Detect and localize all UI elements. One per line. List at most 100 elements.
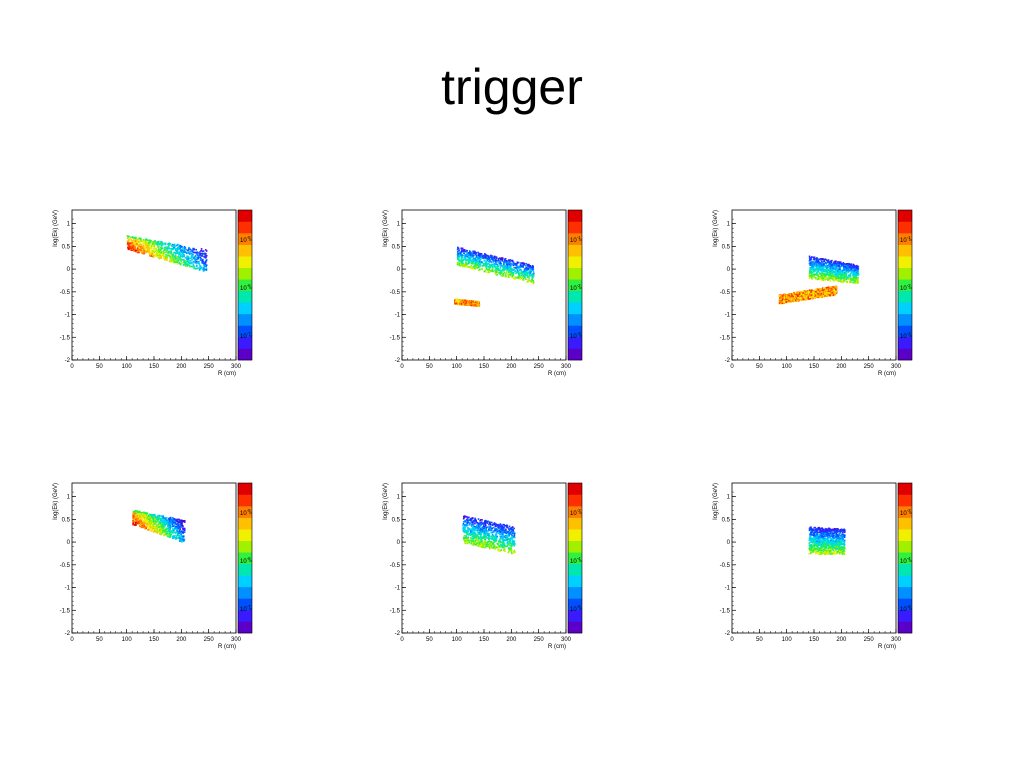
heatmap-cell <box>497 261 500 263</box>
heatmap-cell <box>856 265 859 268</box>
colorbar-tick-label: 10-2 <box>900 283 911 292</box>
heatmap-cell <box>854 282 856 284</box>
heatmap-cell <box>846 281 849 283</box>
heatmap-cell <box>813 292 816 294</box>
heatmap-cell <box>821 260 823 263</box>
heatmap-cell <box>814 292 817 294</box>
heatmap-cell <box>843 272 845 275</box>
heatmap-cell <box>502 264 505 267</box>
heatmap-cell <box>810 258 812 260</box>
heatmap-cell <box>794 299 797 302</box>
heatmap-cell <box>469 257 472 260</box>
x-axis-label: R (cm) <box>218 371 236 377</box>
heatmap-cell <box>818 258 821 260</box>
heatmap-cell <box>856 272 858 275</box>
heatmap-cell <box>159 246 162 249</box>
heatmap-cell <box>814 268 817 270</box>
heatmap-cell <box>805 296 808 299</box>
heatmap-cell <box>834 263 837 266</box>
heatmap-cell <box>476 264 478 266</box>
heatmap-cell <box>839 277 841 280</box>
heatmap-cell <box>817 288 820 291</box>
heatmap-cell <box>512 261 515 264</box>
heatmap-cell <box>136 246 139 249</box>
heatmap-cell <box>474 258 477 261</box>
heatmap-cell <box>143 241 145 244</box>
heatmap-cell <box>780 298 782 301</box>
heatmap-cell <box>512 272 515 275</box>
heatmap-cell <box>155 247 157 250</box>
heatmap-cell <box>141 247 143 249</box>
heatmap-cell <box>791 294 793 297</box>
heatmap-cell <box>476 259 479 261</box>
heatmap-cell <box>204 261 207 264</box>
colorbar-tick-label: 10-1 <box>900 235 911 244</box>
y-tick-label: 1 <box>727 222 731 228</box>
heatmap-cell <box>778 299 781 302</box>
heatmap-cell <box>532 281 535 283</box>
heatmap-cell <box>510 275 513 277</box>
heatmap-cell <box>823 264 826 267</box>
heatmap-cell <box>528 273 531 275</box>
heatmap-cell <box>169 244 171 246</box>
heatmap-cell <box>146 516 149 519</box>
heatmap-cell <box>828 289 831 291</box>
heatmap-cell <box>138 242 141 245</box>
heatmap-cell <box>832 269 834 272</box>
heatmap-cell <box>190 256 193 259</box>
heatmap-cell <box>489 264 491 267</box>
heatmap-cell <box>199 268 202 270</box>
heatmap-cell <box>854 269 856 272</box>
heatmap-cell <box>174 257 177 259</box>
heatmap-cell <box>842 278 845 280</box>
heatmap-cell <box>483 270 486 273</box>
heatmap-cell <box>511 260 514 263</box>
heatmap-cell <box>813 271 815 273</box>
heatmap-cell <box>488 257 491 260</box>
heatmap-cell <box>495 273 497 276</box>
heatmap-cell <box>468 252 471 254</box>
heatmap-cell <box>508 270 510 272</box>
heatmap-cell <box>819 266 822 268</box>
heatmap-cell <box>852 277 855 280</box>
heatmap-cell <box>153 246 155 249</box>
heatmap-cell <box>170 251 173 253</box>
heatmap-cell <box>478 269 480 272</box>
heatmap-cell <box>502 266 505 269</box>
heatmap-cell <box>857 269 859 272</box>
heatmap-cell <box>530 268 532 270</box>
heatmap-cell <box>824 290 827 292</box>
heatmap-cell <box>199 259 202 262</box>
heatmap-cell <box>479 262 482 264</box>
heatmap-cell <box>819 288 821 291</box>
heatmap-cell <box>817 293 819 295</box>
heatmap-cell <box>509 261 511 263</box>
heatmap-cell <box>519 272 522 275</box>
heatmap-cell <box>808 259 811 262</box>
heatmap-cell <box>132 236 134 239</box>
heatmap-cell <box>510 273 512 275</box>
heatmap-cell <box>149 516 151 518</box>
heatmap-cell <box>498 269 501 272</box>
heatmap-cell <box>788 297 790 299</box>
heatmap-cell <box>183 246 185 249</box>
heatmap-cell <box>472 251 475 254</box>
heatmap-cell <box>164 242 167 245</box>
heatmap-cell <box>172 245 174 247</box>
heatmap-cell <box>817 261 819 264</box>
heatmap-cell <box>495 259 497 261</box>
heatmap-cell <box>187 248 190 251</box>
y-tick-label: 0.5 <box>392 244 401 250</box>
heatmap-cell <box>813 262 816 265</box>
heatmap-cell <box>463 256 466 258</box>
heatmap-cell <box>457 299 460 301</box>
heatmap-cell <box>455 300 458 302</box>
heatmap-cell <box>153 250 156 252</box>
heatmap-cell <box>496 269 499 272</box>
heatmap-cell <box>830 270 832 273</box>
heatmap-cell <box>822 275 825 277</box>
heatmap-cell <box>194 261 197 264</box>
colorbar-segment <box>238 348 252 361</box>
heatmap-cell <box>528 263 530 266</box>
heatmap-cell <box>847 264 849 267</box>
